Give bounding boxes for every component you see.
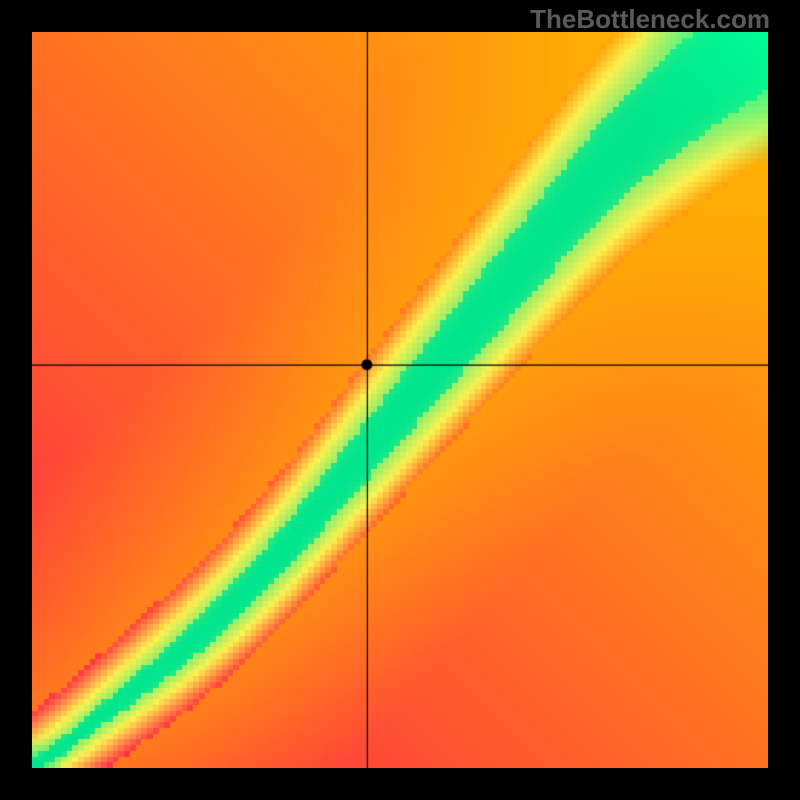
watermark-text: TheBottleneck.com	[530, 4, 770, 35]
bottleneck-heatmap	[32, 32, 768, 768]
